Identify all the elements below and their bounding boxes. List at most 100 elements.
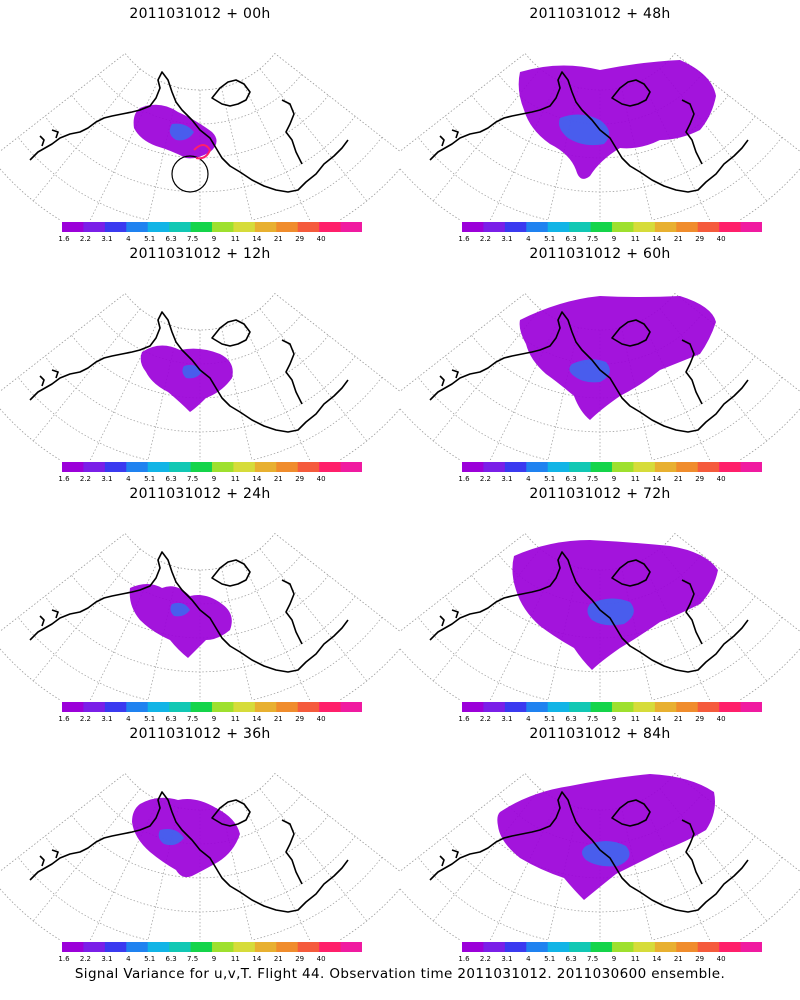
colorbar-swatch: [126, 942, 149, 952]
colorbar-tick-label: 29: [695, 955, 705, 963]
colorbar-swatch: [126, 222, 149, 232]
coastline: [29, 551, 349, 673]
colorbar-tick-label: 6.3: [165, 715, 177, 723]
colorbar-swatch: [590, 702, 613, 712]
colorbar-swatch: [654, 702, 677, 712]
colorbar-swatch: [147, 942, 170, 952]
colorbar-swatch: [254, 942, 277, 952]
colorbar-tick-label: 7.5: [587, 235, 599, 243]
colorbar-swatch: [547, 462, 570, 472]
colorbar-tick-label: 2.2: [79, 955, 91, 963]
colorbar-swatch: [462, 222, 484, 232]
colorbar-swatch: [104, 462, 127, 472]
colorbar-tick-label: 3.1: [101, 715, 113, 723]
colorbar-labels: 1.6 2.2 3.1 4 5.1 6.3 7.5 9 11 14 21 29 40: [58, 235, 362, 245]
colorbar-tick-label: 6.3: [565, 955, 577, 963]
colorbar-swatch: [654, 222, 677, 232]
colorbar-swatch: [212, 462, 234, 472]
colorbar-labels: 1.6 2.2 3.1 4 5.1 6.3 7.5 9 11 14 21 29 40: [458, 955, 762, 965]
colorbar-swatch: [190, 702, 213, 712]
colorbar-tick-label: 14: [652, 955, 662, 963]
colorbar-tick-label: 4: [526, 955, 531, 963]
colorbar-swatch: [233, 942, 256, 952]
colorbar-swatch: [504, 942, 527, 952]
figure-caption: Signal Variance for u,v,T. Flight 44. Ob…: [74, 966, 726, 982]
colorbar-tick-label: 21: [673, 715, 683, 723]
colorbar-swatch: [104, 942, 127, 952]
colorbar-swatch: [526, 942, 549, 952]
colorbar-swatch: [83, 942, 106, 952]
panel-title: 2011031012 + 48h: [529, 6, 671, 22]
colorbar-swatch: [233, 462, 256, 472]
colorbar-tick-label: 11: [630, 475, 640, 483]
variance-field: [519, 296, 716, 420]
colorbar-tick-label: 9: [611, 475, 617, 483]
colorbar-tick-label: 40: [716, 715, 726, 723]
colorbar-swatch: [740, 702, 762, 712]
colorbar-tick-label: 29: [695, 235, 705, 243]
colorbar-tick-label: 2.2: [479, 235, 491, 243]
colorbar-tick-label: 1.6: [58, 955, 70, 963]
colorbar-tick-label: 1.6: [458, 955, 470, 963]
colorbar-swatch: [740, 222, 762, 232]
colorbar-swatch: [697, 942, 720, 952]
variance-core: [182, 364, 202, 379]
variance-field: [140, 345, 233, 412]
colorbar-swatch: [719, 462, 742, 472]
colorbar-tick-label: 9: [611, 235, 617, 243]
colorbar-tick-label: 11: [230, 715, 240, 723]
colorbar-swatch: [504, 222, 527, 232]
colorbar-swatch: [83, 222, 106, 232]
polar-map: [400, 52, 800, 220]
colorbar-swatch: [697, 702, 720, 712]
colorbar-tick-label: 21: [273, 235, 283, 243]
colorbar-swatch: [504, 462, 527, 472]
colorbar-tick-label: 9: [211, 475, 217, 483]
colorbar-labels: 1.6 2.2 3.1 4 5.1 6.3 7.5 9 11 14 21 29 40: [458, 475, 762, 485]
colorbar-tick-label: 4: [126, 955, 131, 963]
colorbar-swatch: [483, 462, 506, 472]
colorbar-tick-label: 5.1: [544, 715, 556, 723]
colorbar-swatch: [483, 222, 506, 232]
colorbar-tick-label: 7.5: [187, 955, 199, 963]
colorbar-tick-label: 29: [695, 475, 705, 483]
colorbar-tick-label: 4: [526, 235, 531, 243]
colorbar-swatch: [654, 942, 677, 952]
colorbar-swatch: [590, 462, 613, 472]
variance-core: [169, 123, 194, 141]
colorbar-tick-label: 6.3: [565, 475, 577, 483]
colorbar-swatch: [147, 462, 170, 472]
variance-core: [587, 598, 634, 626]
colorbar-tick-label: 6.3: [165, 955, 177, 963]
colorbar-swatch: [169, 702, 192, 712]
colorbar-tick-label: 2.2: [79, 235, 91, 243]
polar-map: [0, 52, 400, 220]
colorbar-tick-label: 9: [611, 955, 617, 963]
colorbar-swatch: [319, 942, 342, 952]
colorbar-tick-label: 2.2: [479, 475, 491, 483]
colorbar-tick-label: 11: [230, 235, 240, 243]
colorbar-tick-label: 11: [630, 955, 640, 963]
colorbar-tick-label: 1.6: [58, 715, 70, 723]
colorbar-swatch: [483, 942, 506, 952]
colorbar-tick-label: 5.1: [144, 955, 156, 963]
colorbar-swatch: [62, 462, 84, 472]
colorbar-tick-label: 4: [526, 715, 531, 723]
colorbar-swatch: [297, 702, 320, 712]
observation-location-marker: [171, 144, 212, 193]
colorbar-swatch: [276, 702, 299, 712]
colorbar-swatch: [319, 462, 342, 472]
colorbar-tick-label: 2.2: [79, 715, 91, 723]
forecast-panel: 2011031012 + 48h 1.6 2.2 3.1 4 5.1 6.3 7.5 9 11 14…: [400, 0, 800, 245]
coastline: [29, 791, 349, 913]
colorbar-swatch: [740, 942, 762, 952]
colorbar-tick-label: 11: [630, 715, 640, 723]
colorbar-tick-label: 4: [126, 235, 131, 243]
colorbar-swatch: [190, 942, 213, 952]
colorbar-tick-label: 5.1: [544, 955, 556, 963]
colorbar: [62, 702, 362, 712]
colorbar-swatch: [633, 702, 656, 712]
colorbar-swatch: [719, 222, 742, 232]
forecast-panel: 2011031012 + 84h 1.6 2.2 3.1 4 5.1 6.3 7.5 9 11 14…: [400, 720, 800, 965]
colorbar-swatch: [169, 222, 192, 232]
